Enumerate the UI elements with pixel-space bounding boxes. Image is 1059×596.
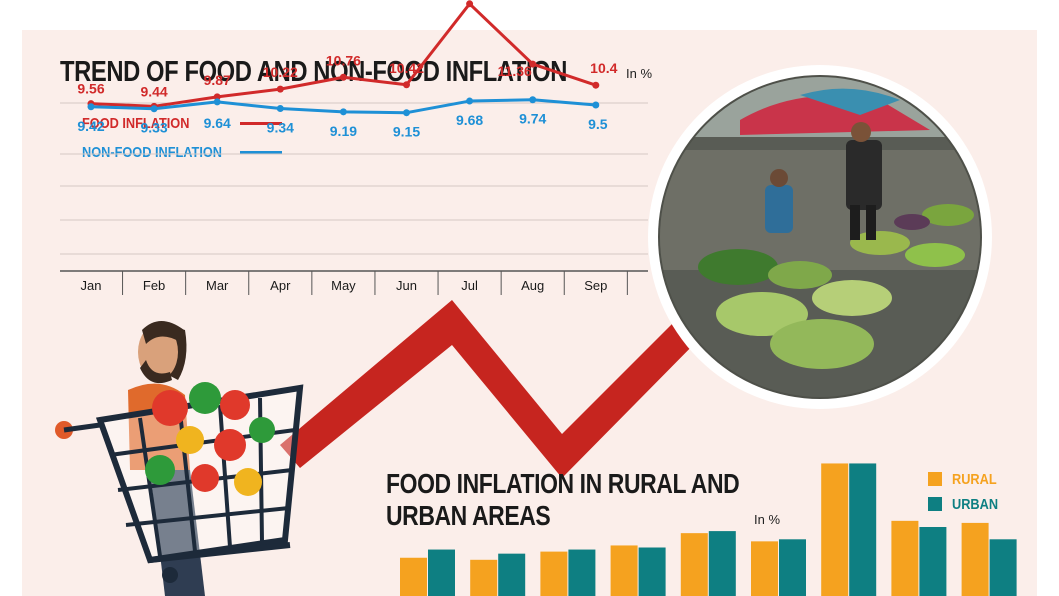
food-data-label: 10.22 [263, 64, 298, 80]
nonfood-point [403, 109, 410, 117]
market-photo [648, 65, 992, 409]
nonfood-point [339, 108, 347, 116]
nonfood-data-label: 9.74 [519, 111, 546, 127]
legend-urban-swatch [928, 497, 942, 511]
food-point [529, 60, 537, 68]
legend-nonfood-line [240, 151, 282, 154]
rural-bar [610, 545, 638, 596]
food-data-label: 10.4 [590, 60, 617, 76]
food-data-label: 10.42 [389, 60, 424, 76]
urban-bar [849, 463, 877, 596]
legend-rural-swatch [928, 472, 942, 486]
food-data-label: 9.56 [77, 81, 104, 97]
nonfood-point [592, 101, 600, 109]
bar-chart [400, 463, 1017, 596]
nonfood-data-label: 9.19 [330, 123, 357, 139]
x-tick-label: May [331, 278, 356, 293]
x-tick-label: Aug [521, 278, 544, 293]
nonfood-data-label: 9.33 [140, 120, 167, 136]
bar-chart-title-line-1: FOOD INFLATION IN RURAL AND [386, 468, 740, 499]
nonfood-point [529, 96, 537, 104]
rural-bar [470, 559, 498, 596]
urban-bar [919, 527, 947, 596]
line-chart-unit: In % [626, 66, 653, 81]
food-point [466, 0, 474, 8]
nonfood-data-label: 9.64 [204, 115, 231, 131]
food-point [213, 93, 221, 101]
urban-bar [708, 531, 736, 596]
urban-bar [779, 539, 806, 596]
x-tick-label: Apr [270, 278, 291, 293]
food-point [592, 81, 600, 89]
legend-food-line [240, 122, 282, 125]
rural-bar [821, 463, 849, 596]
line-chart: Jan Feb Mar Apr May Jun Jul Aug Sep 9.56 9.44 9.87 1… [60, 0, 648, 295]
x-tick-label: Jul [461, 278, 478, 293]
rural-bar [751, 541, 778, 596]
food-data-label: 9.87 [204, 72, 231, 88]
food-point [403, 81, 410, 89]
legend-urban-label: URBAN [952, 496, 999, 513]
nonfood-data-label: 9.15 [393, 124, 420, 140]
x-tick-label: Mar [206, 278, 229, 293]
nonfood-data-label: 9.68 [456, 112, 483, 128]
shopper-illustration [55, 321, 304, 596]
nonfood-point [213, 98, 221, 106]
nonfood-data-label: 9.5 [588, 116, 608, 132]
food-data-label: 9.44 [140, 83, 167, 99]
bar-chart-title-line-2: URBAN AREAS [386, 500, 551, 531]
x-tick-label: Feb [143, 278, 165, 293]
rural-bar [961, 522, 989, 596]
rural-bar [680, 533, 708, 596]
rural-bar [400, 557, 427, 596]
food-point [339, 73, 347, 81]
urban-bar [568, 549, 596, 596]
legend-rural-label: RURAL [952, 471, 997, 488]
nonfood-data-label: 9.42 [77, 118, 104, 134]
food-data-label: 11.36 [498, 63, 532, 79]
rural-bar [540, 551, 568, 596]
nonfood-point [150, 105, 158, 113]
x-tick-label: Jun [396, 278, 417, 293]
urban-bar [989, 539, 1017, 596]
x-tick-label: Sep [584, 278, 607, 293]
nonfood-point [466, 97, 474, 105]
urban-bar [638, 547, 666, 596]
bar-chart-unit: In % [754, 512, 781, 527]
trend-arrow [280, 282, 736, 478]
nonfood-point [87, 103, 95, 111]
food-data-label: 10.76 [326, 52, 361, 68]
legend-nonfood-label: NON-FOOD INFLATION [82, 144, 222, 161]
urban-bar [498, 553, 526, 596]
rural-bar [891, 520, 919, 596]
food-point [276, 85, 284, 93]
urban-bar [428, 549, 455, 596]
x-tick-label: Jan [81, 278, 102, 293]
nonfood-data-label: 9.34 [267, 120, 294, 136]
nonfood-point [276, 105, 284, 113]
legend-food-label: FOOD INFLATION [82, 115, 190, 132]
